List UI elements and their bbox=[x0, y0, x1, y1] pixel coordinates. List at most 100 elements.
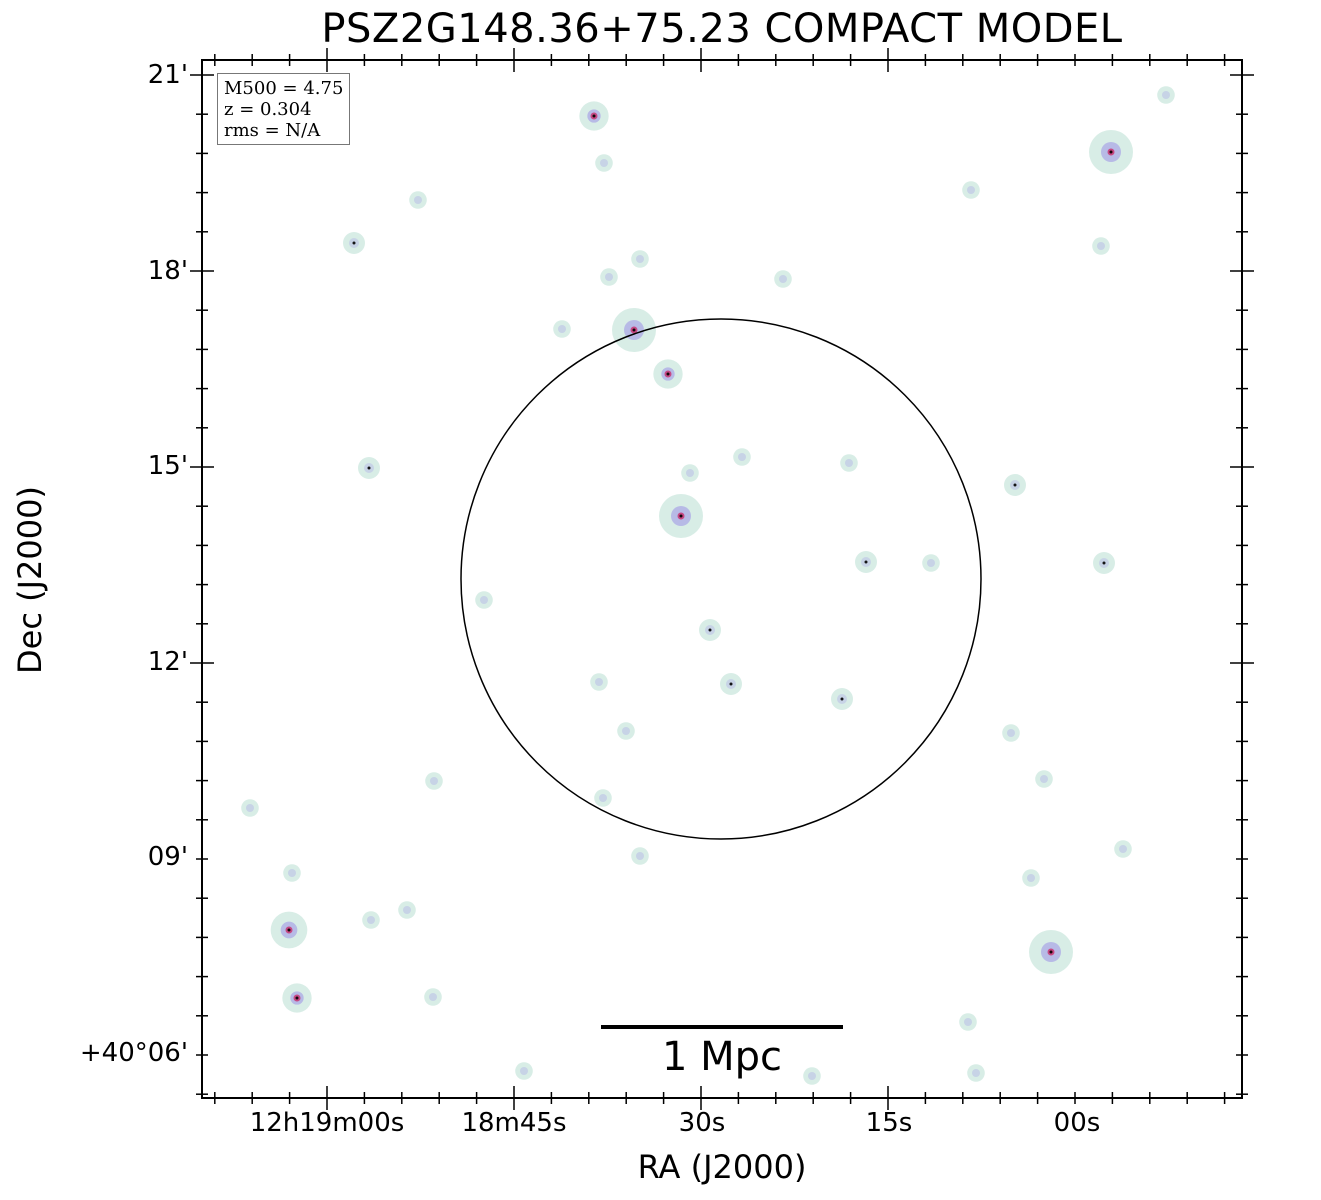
point-source-mark bbox=[352, 241, 356, 245]
point-source-mark bbox=[1119, 845, 1127, 853]
point-source-mark bbox=[1002, 724, 1020, 742]
point-source-mark bbox=[367, 466, 371, 470]
redshift-label: z = 0.304 bbox=[224, 99, 312, 120]
y-tick-label: 15' bbox=[147, 451, 188, 481]
point-source-mark bbox=[367, 916, 375, 924]
point-source-mark bbox=[1027, 874, 1035, 882]
x-tick-label: 18m45s bbox=[461, 1108, 567, 1138]
y-tick-label: 09' bbox=[147, 842, 188, 872]
point-source-mark bbox=[959, 1013, 977, 1031]
point-source-mark bbox=[738, 453, 746, 461]
point-source-mark bbox=[927, 559, 935, 567]
point-source-mark bbox=[425, 772, 443, 790]
x-tick-label: 15s bbox=[865, 1108, 913, 1138]
point-source-mark bbox=[595, 154, 613, 172]
point-source-mark bbox=[636, 852, 644, 860]
point-source-mark bbox=[414, 196, 422, 204]
point-source-mark bbox=[409, 191, 427, 209]
point-source-mark bbox=[666, 372, 670, 376]
m500-label: M500 = 4.75 bbox=[224, 78, 344, 99]
y-tick-label: +40°06' bbox=[79, 1038, 188, 1068]
scale-bar-label: 1 Mpc bbox=[661, 1034, 783, 1080]
point-source-mark bbox=[295, 996, 299, 1000]
point-source-mark bbox=[631, 250, 649, 268]
point-source-mark bbox=[679, 514, 683, 518]
point-source-mark bbox=[246, 804, 254, 812]
point-source-mark bbox=[520, 1067, 528, 1075]
point-source-mark bbox=[617, 722, 635, 740]
point-source-mark bbox=[631, 847, 649, 865]
point-source-mark bbox=[424, 988, 442, 1006]
plot-frame bbox=[201, 59, 1243, 1099]
axis-ticks bbox=[190, 48, 1254, 1110]
point-source-mark bbox=[774, 270, 792, 288]
point-source-mark bbox=[622, 727, 630, 735]
point-source-mark bbox=[1097, 242, 1105, 250]
cluster-info-box: M500 = 4.75 z = 0.304 rms = N/A bbox=[217, 73, 351, 145]
x-tick-label: 00s bbox=[1053, 1108, 1101, 1138]
point-source-mark bbox=[480, 596, 488, 604]
point-source-mark bbox=[967, 186, 975, 194]
point-source-mark bbox=[803, 1067, 821, 1085]
point-source-mark bbox=[429, 993, 437, 1001]
point-source-mark bbox=[1049, 950, 1053, 954]
point-source-mark bbox=[636, 255, 644, 263]
point-source-mark bbox=[590, 673, 608, 691]
point-source-mark bbox=[708, 628, 712, 632]
point-source-mark bbox=[808, 1072, 816, 1080]
x-tick-label: 30s bbox=[678, 1108, 726, 1138]
point-source-mark bbox=[1092, 237, 1110, 255]
point-source-mark bbox=[686, 469, 694, 477]
figure-title: PSZ2G148.36+75.23 COMPACT MODEL bbox=[321, 6, 1123, 52]
point-source-mark bbox=[681, 464, 699, 482]
point-source-mark bbox=[595, 678, 603, 686]
point-source-mark bbox=[1022, 869, 1040, 887]
point-source-mark bbox=[840, 697, 844, 701]
point-source-mark bbox=[398, 901, 416, 919]
point-source-mark bbox=[515, 1062, 533, 1080]
y-tick-label: 12' bbox=[147, 647, 188, 677]
point-source-mark bbox=[430, 777, 438, 785]
point-source-mark bbox=[632, 328, 636, 332]
y-axis-label: Dec (J2000) bbox=[11, 486, 49, 674]
point-source-mark bbox=[605, 273, 613, 281]
point-source-mark bbox=[962, 181, 980, 199]
x-tick-label: 12h19m00s bbox=[249, 1108, 405, 1138]
source-layer bbox=[241, 86, 1175, 1085]
point-source-mark bbox=[475, 591, 493, 609]
cluster-aperture-circle bbox=[460, 318, 982, 840]
point-source-mark bbox=[733, 448, 751, 466]
point-source-mark bbox=[241, 799, 259, 817]
point-source-mark bbox=[1157, 86, 1175, 104]
point-source-mark bbox=[967, 1064, 985, 1082]
point-source-mark bbox=[1013, 483, 1017, 487]
point-source-mark bbox=[964, 1018, 972, 1026]
point-source-mark bbox=[1162, 91, 1170, 99]
point-source-mark bbox=[1040, 775, 1048, 783]
x-axis-label: RA (J2000) bbox=[637, 1148, 807, 1186]
point-source-mark bbox=[592, 114, 596, 118]
point-source-mark bbox=[599, 794, 607, 802]
point-source-mark bbox=[558, 325, 566, 333]
point-source-mark bbox=[1114, 840, 1132, 858]
point-source-mark bbox=[1007, 729, 1015, 737]
point-source-mark bbox=[779, 275, 787, 283]
point-source-mark bbox=[287, 928, 291, 932]
point-source-mark bbox=[283, 864, 301, 882]
point-source-mark bbox=[864, 560, 868, 564]
y-tick-label: 18' bbox=[147, 256, 188, 286]
point-source-mark bbox=[729, 682, 733, 686]
point-source-mark bbox=[553, 320, 571, 338]
point-source-mark bbox=[1102, 561, 1106, 565]
point-source-mark bbox=[972, 1069, 980, 1077]
point-source-mark bbox=[1109, 150, 1113, 154]
point-source-mark bbox=[840, 454, 858, 472]
point-source-mark bbox=[594, 789, 612, 807]
point-source-mark bbox=[1035, 770, 1053, 788]
point-source-mark bbox=[362, 911, 380, 929]
point-source-mark bbox=[600, 159, 608, 167]
point-source-mark bbox=[288, 869, 296, 877]
rms-label: rms = N/A bbox=[224, 120, 321, 141]
